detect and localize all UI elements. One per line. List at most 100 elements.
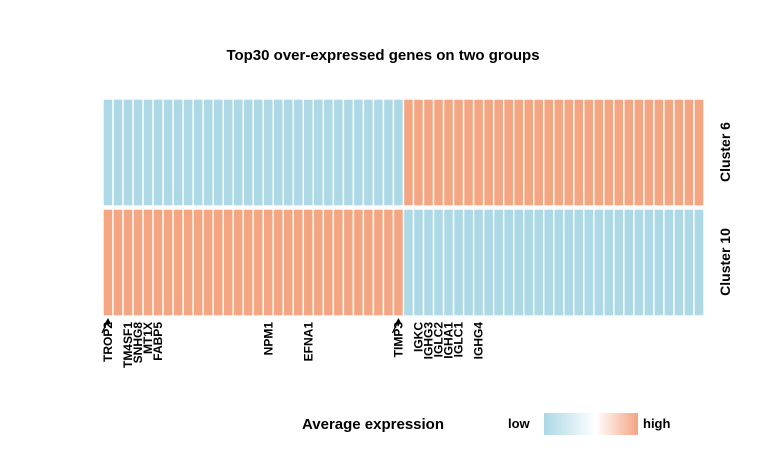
heatmap-cell-cluster-6-45: [543, 98, 555, 207]
heatmap-cell-cluster-10-53: [623, 208, 635, 317]
heatmap-cell-cluster-6-2: [112, 98, 124, 207]
heatmap-cell-cluster-10-12: [212, 208, 224, 317]
heatmap-cell-cluster-10-18: [272, 208, 284, 317]
heatmap-cell-cluster-6-18: [272, 98, 284, 207]
heatmap-cell-cluster-6-27: [362, 98, 375, 207]
legend-title: Average expression: [302, 416, 444, 433]
gene-label-tm4sf1: TM4SF1: [121, 322, 135, 368]
heatmap-cell-cluster-6-37: [462, 98, 475, 207]
heatmap-cell-cluster-10-14: [232, 208, 244, 317]
heatmap-cell-cluster-6-1: [102, 98, 114, 207]
heatmap-cell-cluster-10-11: [202, 208, 214, 317]
heatmap-cell-cluster-6-51: [603, 98, 615, 207]
heatmap-cell-cluster-6-56: [653, 98, 665, 207]
heatmap-cell-cluster-10-23: [322, 208, 335, 317]
heatmap-cell-cluster-6-38: [472, 98, 485, 207]
heatmap-cell-cluster-10-30: [392, 208, 405, 317]
heatmap-cell-cluster-6-3: [122, 98, 134, 207]
heatmap-cell-cluster-10-52: [613, 208, 625, 317]
heatmap-cell-cluster-10-10: [192, 208, 204, 317]
heatmap-cell-cluster-10-4: [132, 208, 144, 317]
heatmap-cell-cluster-10-59: [683, 208, 695, 317]
heatmap-cell-cluster-6-42: [512, 98, 525, 207]
heatmap-cell-cluster-6-15: [242, 98, 254, 207]
heatmap-cell-cluster-10-47: [563, 208, 575, 317]
heatmap-cell-cluster-10-31: [402, 208, 415, 317]
heatmap-cell-cluster-10-51: [603, 208, 615, 317]
heatmap-cell-cluster-10-21: [302, 208, 315, 317]
heatmap-cell-cluster-6-9: [182, 98, 194, 207]
heatmap-cell-cluster-10-20: [292, 208, 305, 317]
heatmap-cell-cluster-6-39: [482, 98, 495, 207]
heatmap-cell-cluster-6-36: [452, 98, 465, 207]
heatmap-cell-cluster-10-48: [573, 208, 585, 317]
heatmap-cell-cluster-6-5: [142, 98, 154, 207]
row-label-cluster-10: Cluster 10: [717, 228, 733, 296]
heatmap-cell-cluster-6-57: [663, 98, 675, 207]
heatmap-cell-cluster-6-8: [172, 98, 184, 207]
heatmap-cell-cluster-6-47: [563, 98, 575, 207]
heatmap-cell-cluster-10-60: [693, 208, 705, 317]
heatmap-cell-cluster-6-50: [593, 98, 605, 207]
row-label-cluster-6: Cluster 6: [717, 122, 733, 182]
heatmap-cell-cluster-10-40: [492, 208, 505, 317]
heatmap-cell-cluster-6-59: [683, 98, 695, 207]
heatmap-cell-cluster-10-19: [282, 208, 295, 317]
heatmap-cell-cluster-10-37: [462, 208, 475, 317]
heatmap-cell-cluster-6-30: [392, 98, 405, 207]
heatmap-cell-cluster-6-14: [232, 98, 244, 207]
gene-arrow-head-trop2: [104, 318, 111, 325]
heatmap-cell-cluster-10-45: [543, 208, 555, 317]
heatmap-cell-cluster-10-8: [172, 208, 184, 317]
heatmap-cell-cluster-6-54: [633, 98, 645, 207]
heatmap-cell-cluster-10-7: [162, 208, 174, 317]
heatmap-cell-cluster-6-52: [613, 98, 625, 207]
heatmap-cell-cluster-10-17: [262, 208, 274, 317]
heatmap-cell-cluster-10-5: [142, 208, 154, 317]
gene-label-timp3: TIMP3: [392, 322, 406, 358]
heatmap-cell-cluster-10-2: [112, 208, 124, 317]
heatmap-cell-cluster-10-29: [382, 208, 395, 317]
heatmap-cell-cluster-6-13: [222, 98, 234, 207]
heatmap-cell-cluster-10-9: [182, 208, 194, 317]
heatmap-cell-cluster-10-44: [533, 208, 545, 317]
gene-label-ighg4: IGHG4: [472, 322, 486, 360]
legend-gradient-bar: [544, 413, 638, 435]
heatmap-cell-cluster-6-24: [332, 98, 345, 207]
heatmap-cell-cluster-10-54: [633, 208, 645, 317]
heatmap-cell-cluster-10-46: [553, 208, 565, 317]
heatmap-cell-cluster-6-6: [152, 98, 164, 207]
heatmap-cell-cluster-6-43: [523, 98, 535, 207]
heatmap-cell-cluster-10-25: [342, 208, 355, 317]
chart-title: Top30 over-expressed genes on two groups: [226, 47, 539, 64]
heatmap-cell-cluster-6-7: [162, 98, 174, 207]
heatmap-cell-cluster-6-19: [282, 98, 295, 207]
heatmap-cell-cluster-6-33: [422, 98, 435, 207]
heatmap-cell-cluster-10-43: [523, 208, 535, 317]
heatmap-cell-cluster-10-15: [242, 208, 254, 317]
heatmap-cell-cluster-10-34: [432, 208, 445, 317]
heatmap-cell-cluster-6-21: [302, 98, 315, 207]
heatmap-cell-cluster-6-17: [262, 98, 274, 207]
heatmap-cell-cluster-6-48: [573, 98, 585, 207]
heatmap-cell-cluster-10-27: [362, 208, 375, 317]
heatmap-cell-cluster-6-29: [382, 98, 395, 207]
heatmap-cell-cluster-10-13: [222, 208, 234, 317]
heatmap-cell-cluster-6-31: [402, 98, 415, 207]
heatmap-cell-cluster-10-58: [673, 208, 685, 317]
heatmap-cell-cluster-10-6: [152, 208, 164, 317]
heatmap-cell-cluster-10-35: [442, 208, 455, 317]
gene-label-iglc2: IGLC2: [432, 322, 446, 358]
heatmap-cell-cluster-10-28: [372, 208, 385, 317]
gene-label-ighg3: IGHG3: [422, 322, 436, 360]
heatmap-cell-cluster-6-44: [533, 98, 545, 207]
heatmap-cell-cluster-10-49: [583, 208, 595, 317]
heatmap-cell-cluster-6-23: [322, 98, 335, 207]
heatmap-cell-cluster-6-20: [292, 98, 305, 207]
heatmap-cell-cluster-6-55: [643, 98, 655, 207]
heatmap-cell-cluster-6-32: [412, 98, 425, 207]
legend-high-label: high: [643, 416, 670, 431]
heatmap-cell-cluster-6-53: [623, 98, 635, 207]
legend-low-label: low: [508, 416, 531, 431]
